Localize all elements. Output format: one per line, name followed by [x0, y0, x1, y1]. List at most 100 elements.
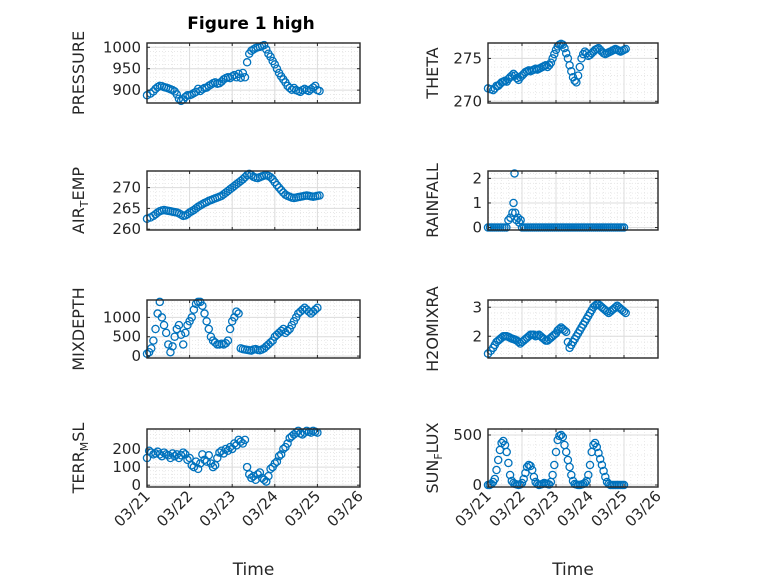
data-point	[565, 462, 574, 472]
data-point	[565, 61, 574, 70]
subplot-sun-flux: 050003/2103/2203/2303/2403/2503/26SUNFLU…	[423, 422, 665, 580]
data-point	[519, 474, 528, 484]
data-point	[215, 448, 224, 457]
x-tick-label: 03/22	[153, 487, 196, 530]
data-point	[619, 480, 629, 490]
data-point	[272, 64, 282, 73]
data-point	[204, 324, 214, 334]
y-axis-label: PRESSURE	[69, 31, 88, 115]
data-point	[621, 308, 630, 318]
y-tick-label: 3	[472, 298, 482, 316]
x-tick-label: 03/24	[554, 487, 597, 530]
data-point	[575, 62, 585, 72]
subplot-air-temp: 260 265 270 AIRTEMP	[69, 167, 361, 238]
figure-title: Figure 1 high	[187, 14, 315, 34]
data-point	[272, 180, 282, 190]
data-point	[159, 448, 169, 457]
data-point	[187, 313, 196, 322]
data-point	[594, 448, 603, 458]
data-point	[189, 305, 199, 314]
data-point	[236, 73, 245, 82]
data-point	[505, 470, 515, 480]
data-point	[560, 43, 569, 53]
y-axis-label: SUNFLUX	[423, 422, 445, 493]
data-point	[151, 324, 160, 334]
data-point	[266, 464, 275, 474]
y-tick-label: 260	[112, 220, 141, 238]
y-tick-label: 0	[131, 476, 141, 494]
data-point	[621, 44, 630, 54]
x-tick-label: 03/25	[588, 487, 631, 530]
data-point	[510, 169, 519, 178]
data-point	[526, 461, 535, 471]
x-axis-label: Time	[232, 560, 275, 580]
data-point	[223, 336, 233, 345]
data-point	[202, 317, 211, 326]
y-tick-label: 100	[112, 458, 141, 476]
data-point	[585, 460, 595, 470]
data-point	[555, 324, 564, 334]
y-axis-label: RAINFALL	[423, 163, 442, 238]
data-point	[502, 223, 511, 232]
data-point	[582, 476, 591, 486]
data-point	[166, 453, 175, 463]
x-tick-label: 03/26	[324, 487, 367, 530]
data-point	[279, 444, 288, 454]
data-point	[240, 73, 250, 82]
y-tick-label: 500	[112, 328, 141, 346]
data-point	[512, 73, 522, 83]
data-point	[619, 307, 629, 316]
data-point	[149, 87, 158, 96]
data-point	[529, 472, 539, 482]
y-tick-label: 270	[112, 179, 141, 197]
data-point	[262, 477, 271, 486]
axes-box	[146, 42, 361, 104]
data-point	[602, 307, 612, 316]
data-point	[276, 185, 286, 195]
data-point	[308, 83, 318, 92]
data-point	[514, 337, 523, 347]
data-point	[193, 84, 203, 94]
data-point	[550, 49, 559, 59]
data-point	[168, 342, 177, 351]
data-point	[502, 447, 511, 457]
y-axis-label: H2OMIXRA	[423, 286, 442, 372]
x-tick-label: 03/25	[281, 487, 324, 530]
data-point	[259, 40, 269, 50]
data-point	[548, 54, 557, 63]
data-point	[266, 52, 275, 61]
data-point	[247, 473, 256, 483]
y-tick-label: 900	[112, 81, 141, 99]
x-tick-label: 03/24	[238, 487, 281, 530]
data-point	[172, 90, 182, 99]
subplot-theta: 270 275 THETA	[423, 39, 659, 110]
data-point	[274, 183, 284, 192]
data-point	[315, 191, 324, 200]
x-tick-label: 03/23	[196, 487, 239, 530]
y-axis-label: TERRMSL	[69, 423, 91, 495]
data-point	[159, 320, 169, 330]
data-point	[266, 172, 275, 182]
y-tick-label: 0	[472, 476, 482, 494]
data-point	[508, 208, 517, 218]
data-point	[541, 61, 551, 70]
data-point	[178, 340, 188, 349]
data-point	[164, 340, 173, 349]
data-point	[311, 81, 320, 91]
data-point	[595, 454, 605, 464]
data-point	[573, 71, 583, 80]
y-tick-label: 500	[453, 426, 482, 444]
data-point	[255, 468, 265, 477]
data-point	[236, 437, 245, 446]
data-point	[270, 459, 280, 468]
data-point	[238, 68, 248, 78]
axes-box	[487, 299, 659, 359]
data-point	[619, 223, 629, 232]
y-tick-label: 2	[472, 169, 482, 187]
x-tick-label: 03/26	[622, 487, 665, 530]
axes-box	[487, 42, 659, 104]
data-point	[193, 464, 203, 474]
data-point	[213, 453, 222, 463]
y-axis-label: AIRTEMP	[69, 167, 91, 234]
data-point	[155, 297, 165, 307]
